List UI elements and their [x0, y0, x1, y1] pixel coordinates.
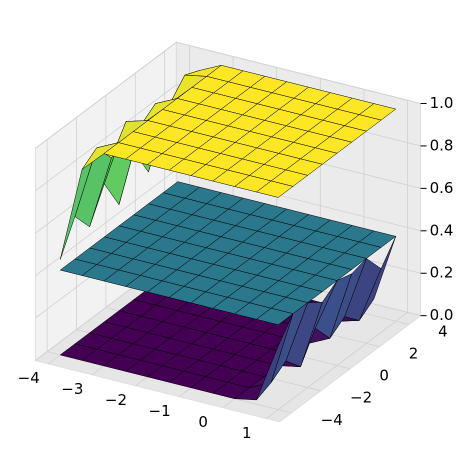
surface-patch: [255, 180, 294, 198]
grid-line: [35, 169, 177, 276]
z-tick-label: 0.0: [430, 306, 454, 324]
z-tick-label: 0.4: [430, 221, 454, 239]
y-tick-label: 0: [379, 367, 389, 385]
x-tick-label: −2: [105, 391, 127, 409]
y-tick-label: 4: [438, 322, 448, 340]
y-tick-label: −2: [350, 389, 372, 407]
grid-line: [176, 41, 421, 104]
z-tick-label: 0.2: [430, 264, 454, 282]
x-tick-label: −4: [18, 369, 40, 387]
z-tick-label: 0.8: [430, 136, 454, 154]
x-tick-label: −3: [61, 380, 83, 398]
y-tick-label: −4: [321, 411, 343, 429]
y-tick-label: 2: [409, 344, 419, 362]
surface-patch: [255, 307, 294, 326]
x-tick-label: 1: [242, 424, 252, 442]
grid-line: [35, 84, 177, 192]
x-tick-label: 0: [198, 413, 208, 431]
z-tick-label: 0.6: [430, 179, 454, 197]
grid-line: [35, 41, 177, 149]
z-tick-label: 1.0: [430, 94, 454, 112]
x-tick-label: −1: [149, 402, 171, 420]
